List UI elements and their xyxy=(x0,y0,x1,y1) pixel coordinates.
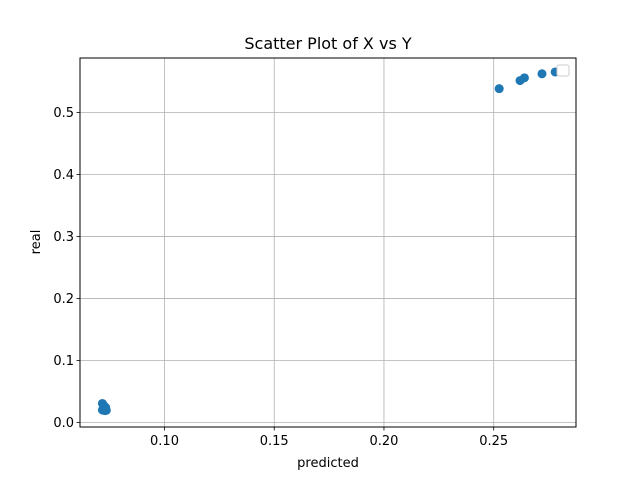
x-axis-ticks: 0.10 0.15 0.20 0.25 xyxy=(150,427,508,449)
y-tick-label: 0.4 xyxy=(53,168,74,183)
legend-box xyxy=(556,64,570,77)
x-tick-label: 0.25 xyxy=(479,434,508,449)
plot-area xyxy=(80,58,576,427)
chart-title: Scatter Plot of X vs Y xyxy=(244,34,412,53)
plot-frame xyxy=(79,57,577,428)
y-tick-label: 0.3 xyxy=(53,230,74,245)
data-point xyxy=(519,73,529,83)
y-axis-ticks: 0.0 0.1 0.2 0.3 0.4 0.5 xyxy=(53,106,80,431)
grid xyxy=(80,58,576,427)
data-points xyxy=(97,67,560,416)
x-tick-label: 0.10 xyxy=(150,434,179,449)
data-point xyxy=(101,405,111,415)
data-point xyxy=(494,84,504,94)
y-tick-label: 0.0 xyxy=(53,416,74,431)
data-point xyxy=(537,69,547,79)
y-tick-label: 0.1 xyxy=(53,354,74,369)
y-tick-label: 0.2 xyxy=(53,292,74,307)
x-axis-label: predicted xyxy=(297,456,359,471)
x-tick-label: 0.15 xyxy=(260,434,289,449)
x-tick-label: 0.20 xyxy=(369,434,398,449)
y-axis-label: real xyxy=(29,230,44,255)
y-tick-label: 0.5 xyxy=(53,106,74,121)
